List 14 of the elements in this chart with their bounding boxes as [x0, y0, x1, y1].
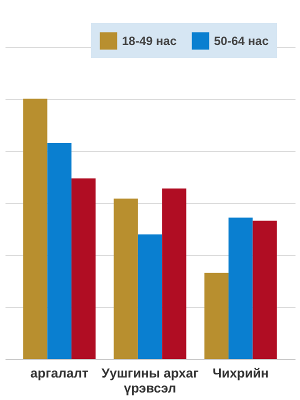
- x-tick-label: аргалалт: [30, 366, 88, 380]
- legend-label: 18-49 нас: [122, 34, 177, 48]
- legend-label: 50-64 нас: [214, 34, 269, 48]
- bar: [138, 234, 162, 359]
- bar: [23, 98, 48, 359]
- bar: [204, 272, 229, 359]
- bar: [114, 198, 138, 359]
- bar: [252, 220, 277, 359]
- bar: [228, 218, 253, 359]
- x-tick-label: Чихрийн: [212, 366, 269, 380]
- bar: [71, 178, 96, 359]
- bar: [162, 188, 186, 359]
- x-tick-label: Уушгины архаг үрэвсэл: [102, 366, 200, 396]
- bar: [47, 142, 72, 359]
